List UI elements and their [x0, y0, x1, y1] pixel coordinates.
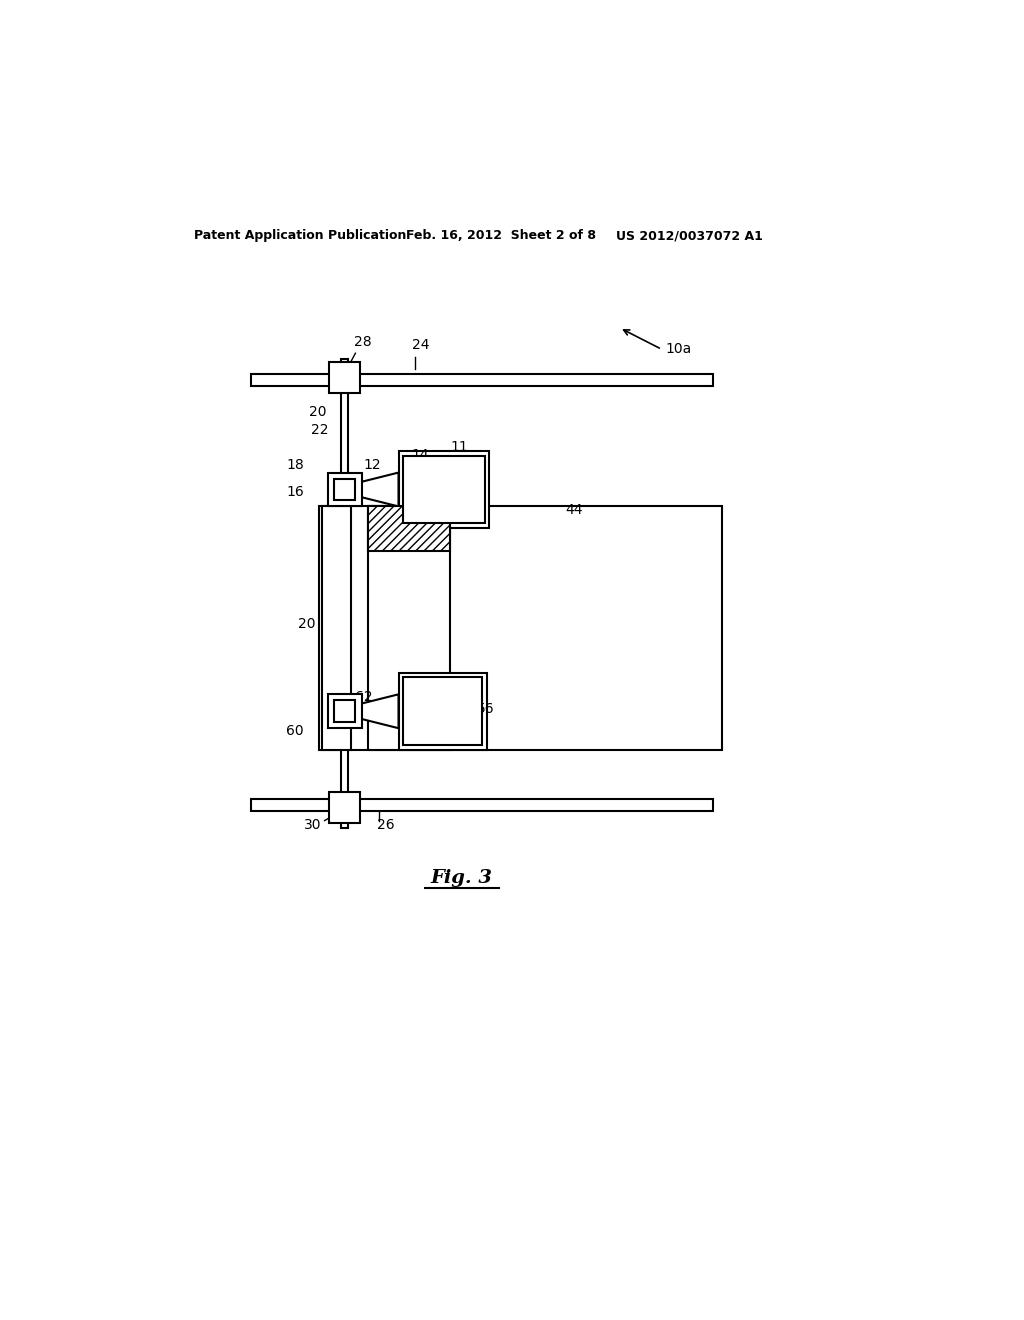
Bar — [398, 673, 487, 750]
Bar — [328, 694, 361, 729]
Bar — [330, 792, 360, 822]
Bar — [319, 507, 722, 750]
Text: 44: 44 — [565, 503, 583, 517]
Polygon shape — [361, 473, 398, 507]
Bar — [403, 455, 484, 524]
Text: 28: 28 — [354, 335, 372, 350]
Text: 20: 20 — [309, 405, 327, 420]
Text: 11: 11 — [451, 440, 468, 454]
Text: 58: 58 — [427, 733, 444, 747]
Text: 60: 60 — [286, 723, 304, 738]
Text: 16: 16 — [286, 484, 304, 499]
Text: 62: 62 — [355, 690, 373, 705]
Text: 56: 56 — [477, 702, 495, 715]
Bar — [334, 701, 355, 722]
Bar — [330, 363, 360, 393]
Bar — [368, 507, 451, 750]
Text: 26: 26 — [377, 818, 394, 832]
Text: 24: 24 — [412, 338, 429, 352]
Bar — [368, 507, 451, 552]
Text: Patent Application Publication: Patent Application Publication — [194, 230, 407, 243]
Text: Feb. 16, 2012  Sheet 2 of 8: Feb. 16, 2012 Sheet 2 of 8 — [407, 230, 596, 243]
Bar — [252, 799, 714, 812]
Polygon shape — [361, 694, 398, 729]
Text: 40: 40 — [416, 510, 433, 524]
Bar — [403, 677, 482, 744]
Text: 22: 22 — [311, 424, 329, 437]
Bar — [328, 473, 361, 507]
Bar — [322, 507, 351, 750]
Text: 14: 14 — [412, 447, 429, 462]
Bar — [252, 374, 714, 387]
Text: 20: 20 — [298, 618, 316, 631]
Text: 30: 30 — [304, 818, 322, 832]
Text: Fig. 3: Fig. 3 — [431, 870, 493, 887]
Bar — [341, 359, 348, 829]
Bar — [398, 451, 489, 528]
Text: 18: 18 — [286, 458, 304, 471]
Bar — [334, 479, 355, 500]
Text: 12: 12 — [364, 458, 382, 471]
Text: US 2012/0037072 A1: US 2012/0037072 A1 — [615, 230, 763, 243]
Text: 10a: 10a — [666, 342, 692, 356]
